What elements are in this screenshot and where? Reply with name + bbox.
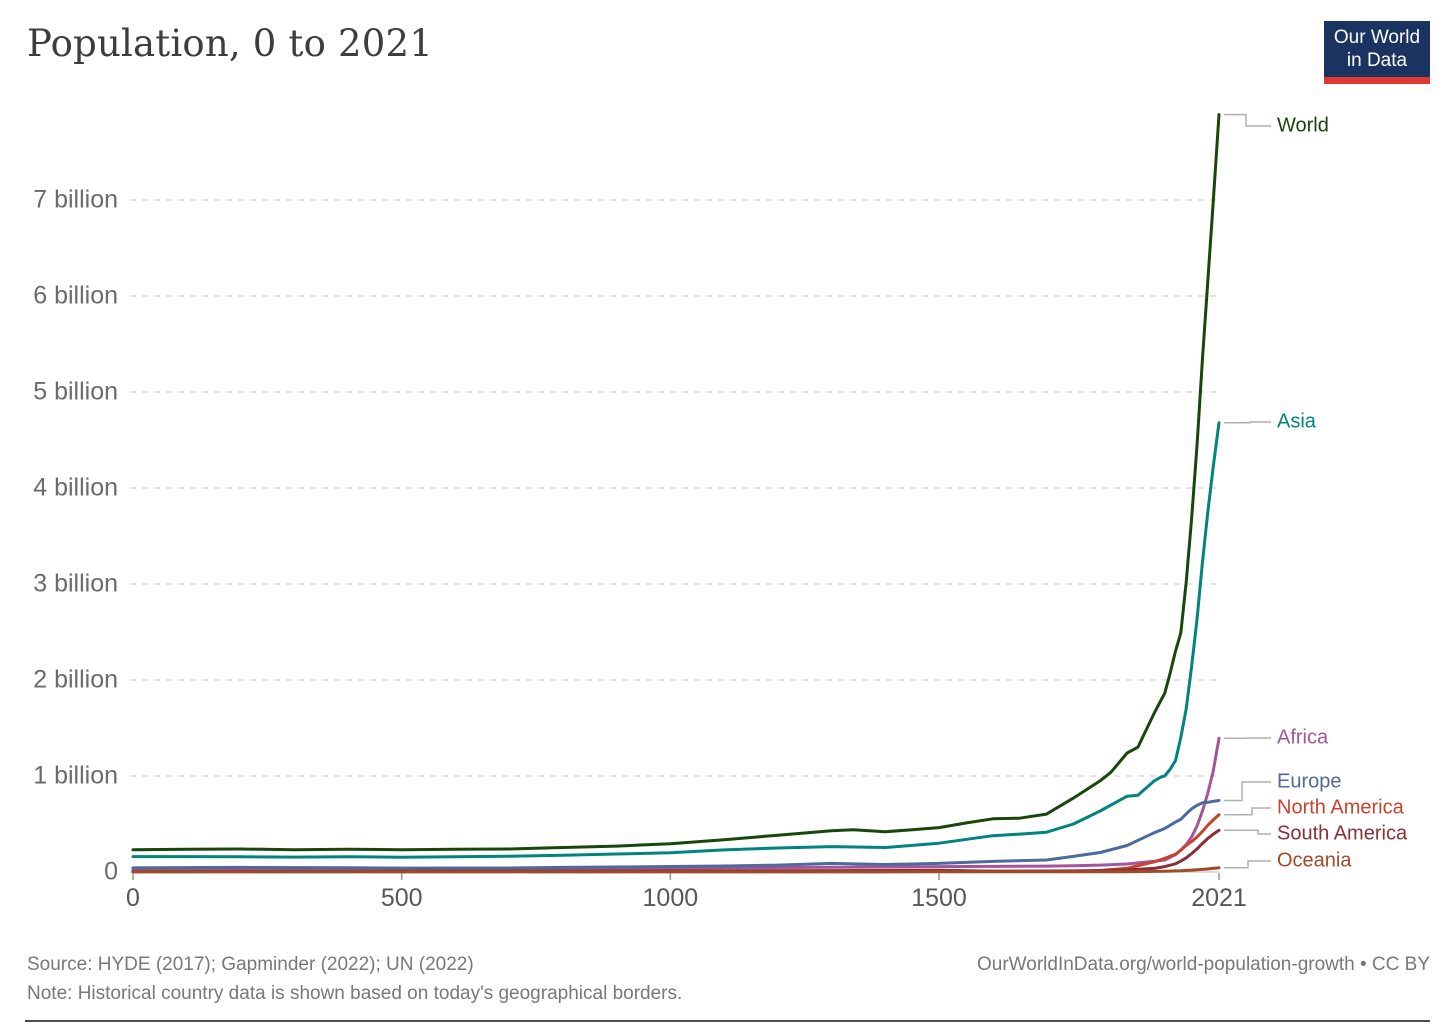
label-connector-europe	[1224, 781, 1271, 802]
bottom-divider-rule	[25, 1020, 1430, 1022]
chart-footer: Source: HYDE (2017); Gapminder (2022); U…	[27, 950, 1430, 1008]
label-connector-asia	[1224, 421, 1271, 424]
owid-logo-red-bar	[1324, 77, 1430, 84]
label-connector-world	[1224, 113, 1271, 127]
x-axis-label-0: 0	[126, 884, 140, 912]
y-axis-label-7-billion: 7 billion	[33, 185, 118, 214]
label-connector-north-america	[1224, 807, 1271, 816]
credit-link[interactable]: OurWorldInData.org/world-population-grow…	[977, 954, 1430, 975]
x-axis-label-2021: 2021	[1191, 884, 1247, 912]
series-label-south-america[interactable]: South America	[1277, 822, 1408, 845]
y-axis-label-6-billion: 6 billion	[33, 281, 118, 310]
series-label-africa[interactable]: Africa	[1277, 726, 1329, 749]
y-axis-label-0: 0	[104, 857, 118, 886]
x-axis-label-1000: 1000	[642, 884, 699, 912]
series-label-oceania[interactable]: Oceania	[1277, 849, 1352, 872]
source-text: Source: HYDE (2017); Gapminder (2022); U…	[27, 954, 474, 975]
note-text: Note: Historical country data is shown b…	[27, 983, 683, 1004]
series-label-europe[interactable]: Europe	[1277, 770, 1342, 793]
y-axis-label-5-billion: 5 billion	[33, 377, 118, 406]
series-line-europe	[131, 799, 1221, 870]
y-axis-label-3-billion: 3 billion	[33, 569, 118, 598]
y-axis-label-2-billion: 2 billion	[33, 665, 118, 694]
series-label-north-america[interactable]: North America	[1277, 796, 1404, 819]
series-label-asia[interactable]: Asia	[1277, 410, 1316, 433]
series-label-world[interactable]: World	[1277, 114, 1329, 137]
label-connector-south-america	[1224, 829, 1271, 835]
owid-logo-text-line1: Our World	[1333, 27, 1421, 48]
owid-logo-text-line2: in Data	[1346, 50, 1408, 71]
chart-title: Population, 0 to 2021	[27, 22, 433, 65]
x-axis-label-1500: 1500	[911, 884, 967, 912]
series-line-asia	[131, 421, 1221, 859]
y-axis-label-1-billion: 1 billion	[33, 761, 118, 790]
owid-logo[interactable]: Our World in Data	[1324, 21, 1430, 84]
y-axis-label-4-billion: 4 billion	[33, 473, 118, 502]
series-line-world	[131, 113, 1221, 852]
x-axis-label-500: 500	[380, 884, 423, 912]
label-connector-oceania	[1224, 860, 1271, 869]
series-line-oceania	[131, 866, 1221, 874]
